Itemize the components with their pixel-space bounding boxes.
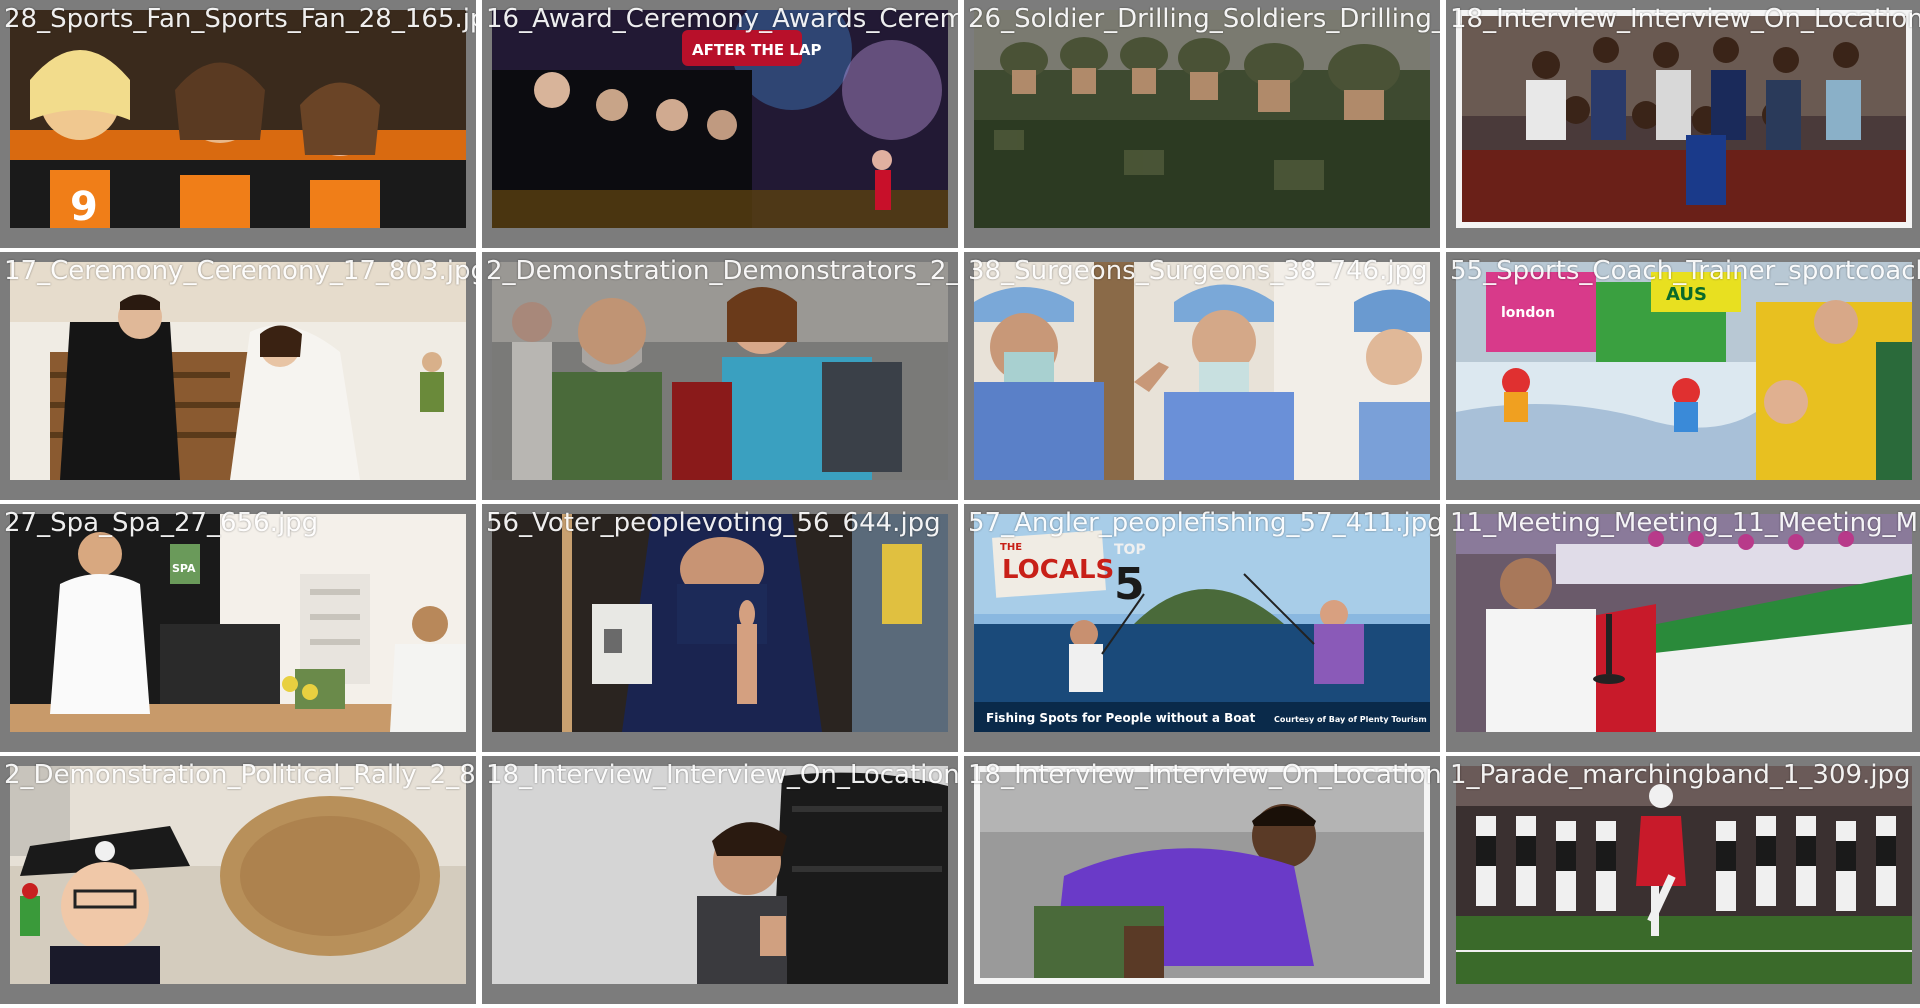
image-filename: 2_Demonstration_Political_Rally_2_884.jp… [4,760,476,790]
interview-peek-image [492,766,948,984]
image-filename: 57_Angler_peoplefishing_57_411.jpg [968,508,1440,538]
image-filename: 38_Surgeons_Surgeons_38_746.jpg [968,256,1428,286]
grid-item-demonstrators[interactable]: 2_Demonstration_Demonstrators_2_488.jpg [482,252,958,500]
image-filename: 11_Meeting_Meeting_11_Meeting_M... [1450,508,1920,538]
image-filename: 28_Sports_Fan_Sports_Fan_28_165.jpg [4,4,476,34]
courtesy-caption: Courtesy of Bay of Plenty Tourism [1274,715,1427,724]
thumbnail-meeting[interactable] [1456,514,1912,732]
london-logo: london [1501,305,1555,321]
grid-item-parade[interactable]: 1_Parade_marchingband_1_309.jpg [1446,756,1920,1004]
demonstrators-image [492,262,948,480]
image-filename: 26_Soldier_Drilling_Soldiers_Drilling_26… [968,4,1440,34]
grid-item-fishing[interactable]: THE LOCALS TOP 5 Fishing Spots for Peopl… [964,504,1440,752]
parade-image [1456,766,1912,984]
grid-item-meeting[interactable]: 11_Meeting_Meeting_11_Meeting_M... [1446,504,1920,752]
fishing-spots-caption: Fishing Spots for People without a Boat [986,711,1256,725]
political-rally-image [10,766,466,984]
grid-item-political-rally[interactable]: 2_Demonstration_Political_Rally_2_884.jp… [0,756,476,1004]
thumbnail-political-rally[interactable] [10,766,466,984]
grid-item-sports-coach[interactable]: london AUS 55_Sports_Coach_Trainer_sport… [1446,252,1920,500]
image-filename: 18_Interview_Interview_On_Location_18_15… [486,760,958,790]
image-filename: 1_Parade_marchingband_1_309.jpg [1450,760,1911,790]
thumbnail-interview-peek[interactable] [492,766,948,984]
thumbnail-wedding-ceremony[interactable] [10,262,466,480]
image-filename: 17_Ceremony_Ceremony_17_803.jpg [4,256,476,286]
thumbnail-soldiers-drilling[interactable] [974,10,1430,228]
grid-item-surgeons[interactable]: 38_Surgeons_Surgeons_38_746.jpg [964,252,1440,500]
grid-item-interview-peek[interactable]: 18_Interview_Interview_On_Location_18_15… [482,756,958,1004]
sports-fans-image: 9 [10,10,466,228]
fishing-image: THE LOCALS TOP 5 Fishing Spots for Peopl… [974,514,1430,732]
thumbnail-sports-coach[interactable]: london AUS [1456,262,1912,480]
thumbnail-voter[interactable] [492,514,948,732]
thumbnail-award-ceremony[interactable]: AFTER THE LAP [492,10,948,228]
voter-image [492,514,948,732]
thumbnail-spa[interactable]: SPA [10,514,466,732]
image-filename: 55_Sports_Coach_Trainer_sportcoach_... [1450,256,1920,286]
after-the-lap-sign: AFTER THE LAP [692,41,822,59]
svg-text:9: 9 [70,184,98,228]
five-label: 5 [1114,559,1145,610]
spa-logo: SPA [172,562,196,575]
sports-coach-image: london AUS [1456,262,1912,480]
wedding-ceremony-image [10,262,466,480]
thumbnail-interview-purple[interactable] [974,766,1430,984]
meeting-image [1456,514,1912,732]
award-ceremony-image: AFTER THE LAP [492,10,948,228]
thumbnail-fishing[interactable]: THE LOCALS TOP 5 Fishing Spots for Peopl… [974,514,1430,732]
spa-image: SPA [10,514,466,732]
image-filename: 27_Spa_Spa_27_656.jpg [4,508,319,538]
grid-item-spa[interactable]: SPA 27_Spa_Spa_27_656.jpg [0,504,476,752]
grid-item-interview-group[interactable]: 18_Interview_Interview_On_Location_18_..… [1446,0,1920,248]
interview-group-image [1456,10,1912,228]
grid-item-award-ceremony[interactable]: AFTER THE LAP 16_Award_Ceremony_Awards_C… [482,0,958,248]
interview-purple-image [974,766,1430,984]
thumbnail-interview-group[interactable] [1456,10,1912,228]
grid-item-sports-fan[interactable]: 9 28_Sports_Fan_Sports_Fan_28_165.jpg [0,0,476,248]
grid-item-ceremony[interactable]: 17_Ceremony_Ceremony_17_803.jpg [0,252,476,500]
image-filename: 56_Voter_peoplevoting_56_644.jpg [486,508,941,538]
grid-item-voter[interactable]: 56_Voter_peoplevoting_56_644.jpg [482,504,958,752]
thumbnail-surgeons[interactable] [974,262,1430,480]
image-filename: 16_Award_Ceremony_Awards_Ceremony_16_197… [486,4,958,34]
grid-item-soldiers-drilling[interactable]: 26_Soldier_Drilling_Soldiers_Drilling_26… [964,0,1440,248]
image-filename: 18_Interview_Interview_On_Location_18_..… [968,760,1440,790]
image-filename: 2_Demonstration_Demonstrators_2_488.jpg [486,256,958,286]
grid-item-interview-purple[interactable]: 18_Interview_Interview_On_Location_18_..… [964,756,1440,1004]
the-label: THE [1000,542,1022,553]
top-label: TOP [1114,542,1146,558]
locals-logo: LOCALS [1002,555,1114,585]
aus-banner: AUS [1666,284,1707,305]
thumbnail-demonstrators[interactable] [492,262,948,480]
image-filename: 18_Interview_Interview_On_Location_18_..… [1450,4,1920,34]
soldiers-drilling-image [974,10,1430,228]
surgeons-image [974,262,1430,480]
thumbnail-parade[interactable] [1456,766,1912,984]
thumbnail-sports-fans[interactable]: 9 [10,10,466,228]
